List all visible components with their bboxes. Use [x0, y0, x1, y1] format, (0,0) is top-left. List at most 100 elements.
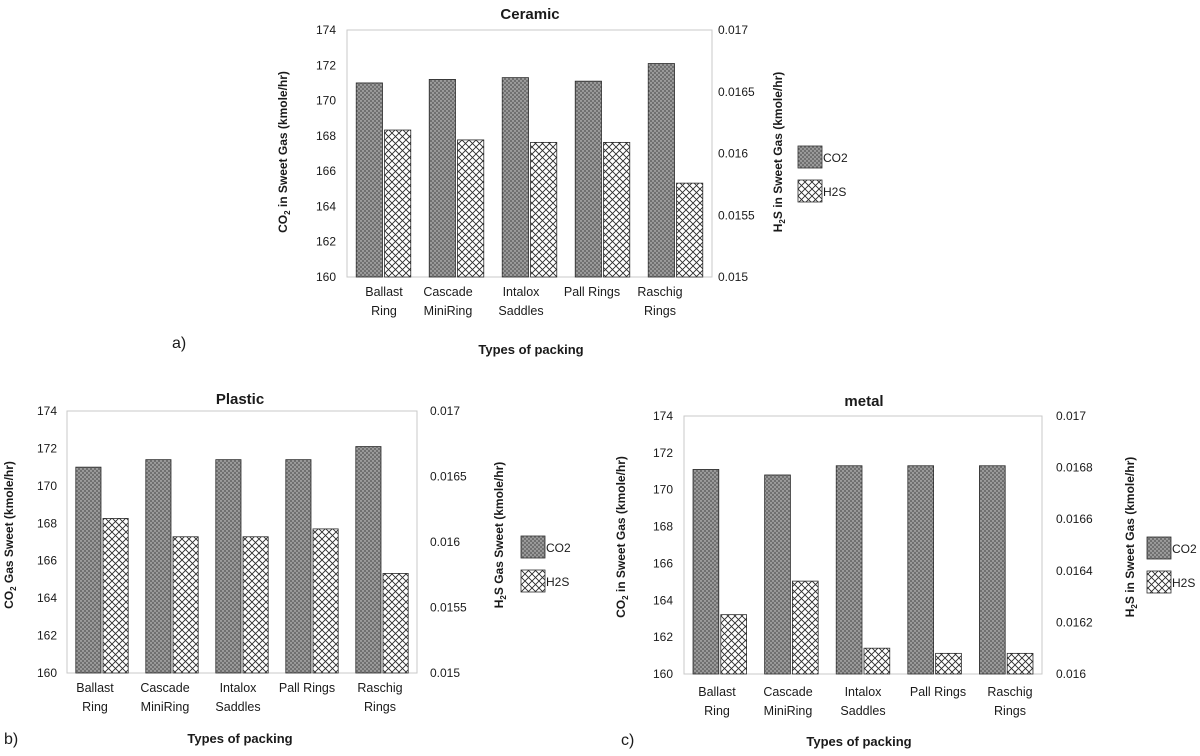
bar-co2-4 — [355, 446, 382, 674]
y-tick-right-label: 0.0168 — [1056, 461, 1093, 475]
x-tick-label: Intalox — [220, 681, 258, 695]
y-tick-left-label: 174 — [316, 23, 336, 37]
bar-co2-4 — [647, 63, 675, 278]
bar-h2s-4 — [382, 573, 409, 674]
bar-h2s-1 — [457, 139, 485, 278]
x-axis-label: Types of packing — [187, 731, 292, 746]
bar-h2s-0 — [102, 518, 129, 674]
x-tick-label: MiniRing — [424, 304, 473, 318]
y-tick-right-label: 0.0155 — [718, 208, 755, 222]
legend-label: CO2 — [546, 541, 571, 555]
x-tick-label: Saddles — [498, 304, 543, 318]
panel-label: c) — [621, 732, 634, 749]
y-tick-right-label: 0.0165 — [718, 85, 755, 99]
bar-co2-3 — [907, 465, 934, 675]
y-axis-left-label: CO2 Gas Sweet (kmole/hr) — [2, 461, 18, 609]
bar-co2-2 — [501, 77, 529, 278]
y-tick-right-label: 0.016 — [718, 147, 748, 161]
y-tick-right-label: 0.0166 — [1056, 512, 1093, 526]
x-tick-label: Rings — [994, 704, 1026, 718]
bar-co2-2 — [215, 459, 242, 674]
bar-h2s-1 — [792, 580, 819, 675]
bar-co2-0 — [75, 466, 102, 674]
chart-ceramic: Ceramic 160 162 164 166 168 170 172 174 0.015 0.01… — [172, 6, 848, 357]
bar-h2s-3 — [935, 652, 962, 675]
bar-h2s-3 — [603, 141, 631, 278]
x-tick-label: Raschig — [987, 685, 1032, 699]
x-tick-label: Cascade — [423, 285, 472, 299]
x-tick-label: Ballast — [365, 285, 403, 299]
x-tick-label: Intalox — [503, 285, 541, 299]
legend-label: CO2 — [823, 151, 848, 165]
y-tick-left-label: 164 — [653, 593, 673, 607]
y-axis-left-label: CO2 in Sweet Gas (kmole/hr) — [614, 456, 630, 618]
y-tick-right-label: 0.017 — [1056, 409, 1086, 423]
plot-area-ceramic — [346, 29, 713, 278]
y-tick-left-label: 168 — [653, 520, 673, 534]
plot-area-plastic — [66, 410, 418, 674]
chart-title: Ceramic — [500, 6, 559, 23]
y-axis-left-label: CO2 in Sweet Gas (kmole/hr) — [276, 71, 292, 233]
y-tick-right-label: 0.0162 — [1056, 615, 1093, 629]
chart-title: metal — [844, 393, 883, 410]
x-tick-label: Rings — [644, 304, 676, 318]
chart-plastic: Plastic 160 162 164 166 168 170 172 174 0.015 0.01… — [2, 391, 571, 748]
y-tick-left-label: 160 — [316, 270, 336, 284]
y-tick-right-label: 0.017 — [718, 23, 748, 37]
x-tick-label: Raschig — [637, 285, 682, 299]
legend-label: H2S — [823, 185, 846, 199]
legend-swatch-h2s — [520, 569, 546, 593]
legend-swatch-h2s — [797, 179, 823, 203]
bar-h2s-2 — [863, 647, 891, 675]
y-tick-left-label: 172 — [37, 441, 57, 455]
x-axis-label: Types of packing — [478, 342, 583, 357]
bar-co2-0 — [355, 82, 383, 278]
y-tick-left-label: 166 — [37, 554, 57, 568]
x-tick-label: Saddles — [215, 700, 260, 714]
y-tick-right-label: 0.017 — [430, 404, 460, 418]
panel-label: b) — [4, 731, 18, 748]
y-tick-left-label: 168 — [316, 129, 336, 143]
y-axis-right-label: H2S in Sweet Gas (kmole/hr) — [771, 72, 787, 233]
bar-co2-2 — [835, 465, 863, 675]
x-tick-label: Cascade — [140, 681, 189, 695]
y-axis-right-label: H2S in Sweet Gas (kmole/hr) — [1123, 457, 1139, 618]
x-tick-label: Ring — [82, 700, 108, 714]
panel-label: a) — [172, 335, 186, 352]
y-tick-left-label: 162 — [653, 630, 673, 644]
y-tick-left-label: 164 — [316, 199, 336, 213]
x-tick-label: Ballast — [698, 685, 736, 699]
x-tick-label: Ring — [371, 304, 397, 318]
y-tick-left-label: 170 — [37, 479, 57, 493]
x-axis-label: Types of packing — [806, 734, 911, 749]
bar-h2s-0 — [384, 129, 412, 278]
x-tick-label: Pall Rings — [564, 285, 620, 299]
legend-swatch-h2s — [1146, 570, 1172, 594]
y-tick-left-label: 160 — [653, 667, 673, 681]
y-tick-right-label: 0.015 — [718, 270, 748, 284]
y-tick-left-label: 174 — [653, 409, 673, 423]
y-tick-right-label: 0.0165 — [430, 470, 467, 484]
plot-area-metal — [683, 415, 1043, 675]
bar-co2-0 — [692, 469, 720, 675]
x-tick-label: MiniRing — [141, 700, 190, 714]
bar-h2s-2 — [530, 141, 558, 278]
y-tick-left-label: 174 — [37, 404, 57, 418]
y-tick-left-label: 164 — [37, 591, 57, 605]
legend-swatch-co2 — [797, 145, 823, 169]
legend-swatch-co2 — [520, 535, 546, 559]
x-tick-label: Pall Rings — [910, 685, 966, 699]
y-tick-left-label: 162 — [316, 235, 336, 249]
legend-swatch-co2 — [1146, 536, 1172, 560]
y-tick-right-label: 0.0164 — [1056, 564, 1093, 578]
bar-h2s-4 — [676, 182, 704, 278]
y-tick-right-label: 0.016 — [1056, 667, 1086, 681]
x-tick-label: Ballast — [76, 681, 114, 695]
y-tick-left-label: 160 — [37, 666, 57, 680]
x-tick-label: Saddles — [840, 704, 885, 718]
y-tick-left-label: 168 — [37, 516, 57, 530]
bar-co2-3 — [285, 459, 312, 674]
y-tick-left-label: 170 — [653, 483, 673, 497]
y-tick-right-label: 0.015 — [430, 666, 460, 680]
